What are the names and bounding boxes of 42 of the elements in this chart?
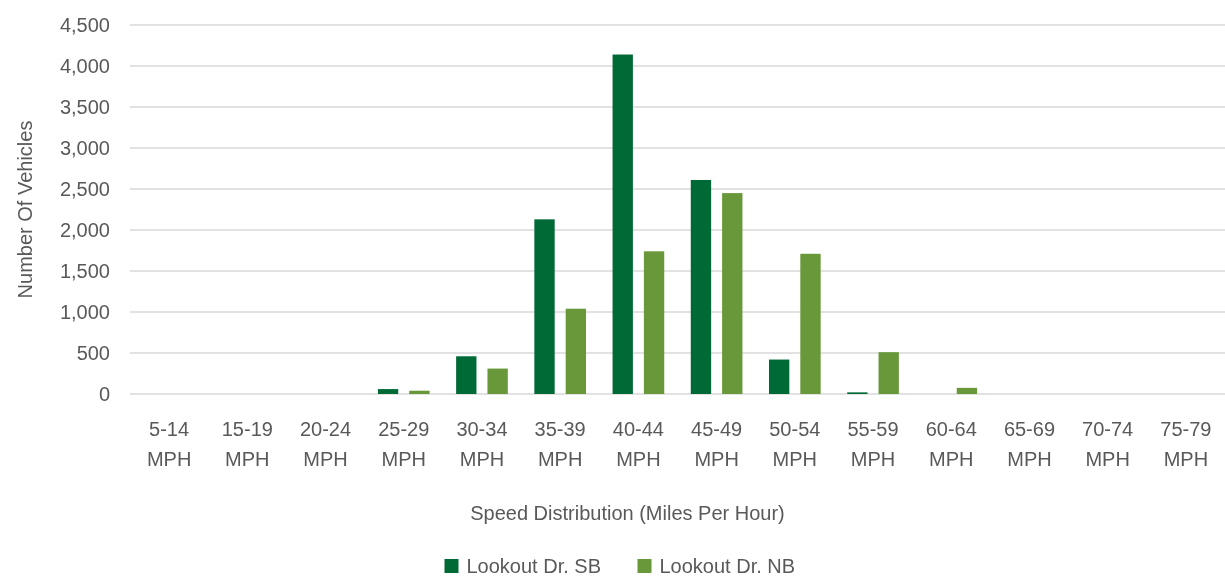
legend-label: Lookout Dr. NB bbox=[659, 555, 796, 577]
y-tick-label: 1,500 bbox=[59, 260, 110, 282]
bar bbox=[800, 253, 821, 394]
bar bbox=[768, 359, 790, 394]
x-tick-label: 55-59 MPH bbox=[847, 418, 899, 470]
x-tick-label: 70-74 MPH bbox=[1082, 418, 1134, 470]
bar bbox=[722, 193, 743, 394]
legend-label: Lookout Dr. SB bbox=[466, 555, 602, 577]
x-tick-label: 60-64 MPH bbox=[925, 418, 977, 470]
bar bbox=[612, 54, 633, 394]
x-tick-label: 20-24 MPH bbox=[299, 418, 352, 470]
y-tick-label: 0 bbox=[98, 383, 110, 405]
y-axis-title: Number Of Vehicles bbox=[14, 120, 36, 299]
y-tick-label: 3,500 bbox=[59, 96, 110, 118]
bar bbox=[409, 390, 430, 394]
y-tick-label: 4,500 bbox=[59, 14, 110, 36]
x-tick-label: 35-39 MPH bbox=[534, 418, 586, 470]
bar bbox=[456, 356, 477, 394]
y-tick-label: 2,000 bbox=[59, 219, 110, 241]
bar bbox=[534, 219, 555, 394]
x-tick-label: 50-54 MPH bbox=[769, 418, 821, 470]
bar bbox=[377, 389, 399, 394]
x-tick-label: 15-19 MPH bbox=[221, 418, 273, 470]
x-tick-label: 5-14 MPH bbox=[146, 418, 192, 470]
x-tick-label: 45-49 MPH bbox=[691, 418, 743, 470]
x-tick-label: 40-44 MPH bbox=[612, 418, 664, 470]
x-tick-label: 75-79 MPH bbox=[1160, 418, 1212, 470]
x-axis-title: Speed Distribution (Miles Per Hour) bbox=[470, 502, 785, 524]
x-tick-label: 65-69 MPH bbox=[1003, 418, 1056, 470]
y-tick-label: 4,000 bbox=[59, 55, 110, 77]
bar bbox=[690, 179, 712, 394]
y-tick-label: 1,000 bbox=[59, 301, 110, 323]
bar bbox=[643, 251, 665, 394]
x-tick-label: 30-34 MPH bbox=[456, 418, 508, 470]
y-tick-label: 2,500 bbox=[59, 178, 110, 200]
y-tick-label: 500 bbox=[76, 342, 110, 364]
bar bbox=[956, 387, 978, 394]
x-tick-label: 25-29 MPH bbox=[378, 418, 430, 470]
y-tick-label: 3,000 bbox=[59, 137, 110, 159]
bar bbox=[565, 308, 587, 394]
bar bbox=[487, 368, 508, 394]
bar bbox=[878, 352, 899, 394]
